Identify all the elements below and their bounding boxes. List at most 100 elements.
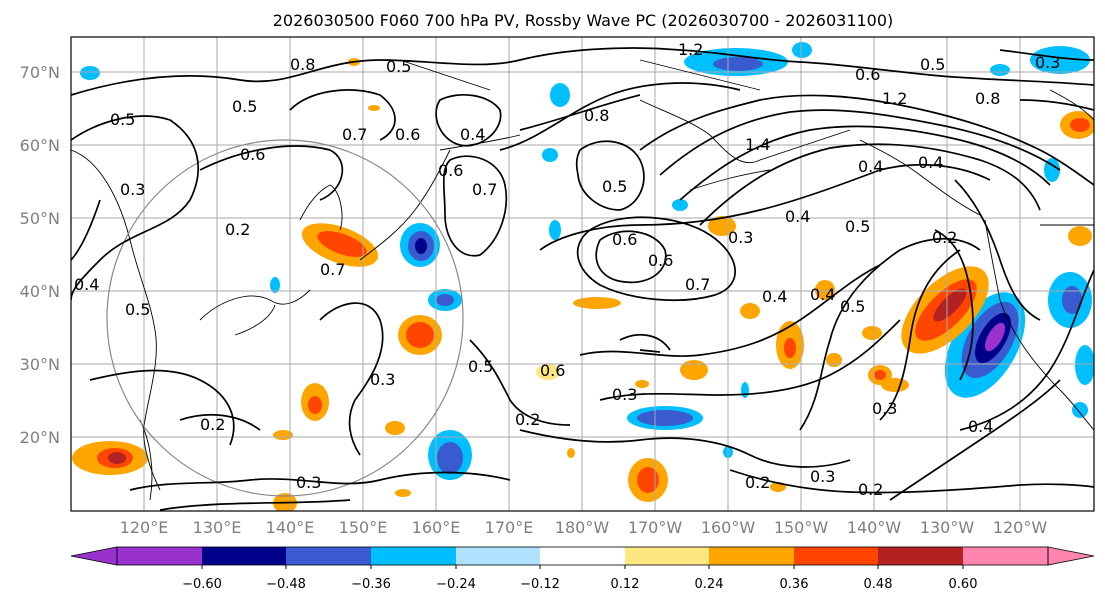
reference-circle bbox=[106, 139, 464, 497]
lat-label: 50°N bbox=[20, 209, 60, 228]
colorbar-tick-label: 0.12 bbox=[611, 577, 640, 592]
contour-label: 1.4 bbox=[745, 135, 770, 154]
contour-label: 0.3 bbox=[296, 473, 321, 492]
lon-label: 160°E bbox=[412, 518, 461, 537]
lon-label: 120°W bbox=[993, 518, 1048, 537]
map-frame bbox=[70, 36, 1095, 512]
contour-label: 0.4 bbox=[858, 157, 883, 176]
positive-anomaly-patch bbox=[784, 338, 796, 358]
contour-label: 0.7 bbox=[342, 125, 367, 144]
positive-anomaly-patch bbox=[406, 322, 434, 348]
contour-label: 0.6 bbox=[438, 161, 463, 180]
lon-label: 170°E bbox=[485, 518, 534, 537]
colorbar-frame bbox=[116, 546, 1049, 566]
anomaly-shading bbox=[72, 42, 1094, 511]
positive-anomaly-patch bbox=[308, 396, 322, 414]
lon-label: 170°W bbox=[628, 518, 683, 537]
contour-label: 0.6 bbox=[395, 125, 420, 144]
colorbar-tick-label: 0.24 bbox=[695, 577, 724, 592]
contour-label: 0.5 bbox=[110, 110, 135, 129]
positive-anomaly-patch bbox=[815, 280, 835, 300]
contour-label: 0.6 bbox=[648, 251, 673, 270]
contour-label: 0.8 bbox=[584, 106, 609, 125]
latitude-labels: 70°N 60°N 50°N 40°N 30°N 20°N bbox=[20, 63, 60, 447]
lat-label: 20°N bbox=[20, 428, 60, 447]
contour-label: 0.2 bbox=[932, 228, 957, 247]
colorbar-tick-label: −0.36 bbox=[351, 577, 391, 592]
contour-label: 1.2 bbox=[678, 40, 703, 59]
colorbar-bin bbox=[371, 547, 456, 565]
negative-anomaly-patch bbox=[1044, 158, 1060, 182]
colorbar-extend-low bbox=[70, 546, 118, 566]
pv-contours bbox=[71, 47, 1094, 511]
lon-label: 150°W bbox=[774, 518, 829, 537]
colorbar-bin bbox=[540, 547, 625, 565]
colorbar-bin bbox=[709, 547, 794, 565]
lat-label: 30°N bbox=[20, 355, 60, 374]
colorbar-bin bbox=[963, 547, 1048, 565]
contour-label: 0.5 bbox=[125, 300, 150, 319]
contour-label: 0.2 bbox=[225, 220, 250, 239]
contour-label: 0.4 bbox=[918, 153, 943, 172]
contour-label: 0.3 bbox=[120, 180, 145, 199]
contour-labels: 1.2 0.8 0.5 0.6 0.8 1.2 0.5 0.5 0.4 0.8 … bbox=[74, 40, 1060, 499]
colorbar-bin bbox=[456, 547, 540, 565]
contour-label: 0.2 bbox=[515, 410, 540, 429]
lon-label: 180°W bbox=[555, 518, 610, 537]
negative-anomaly-patch bbox=[713, 57, 763, 71]
contour-label: 0.3 bbox=[1035, 53, 1060, 72]
graticule bbox=[71, 37, 1094, 511]
negative-anomaly-patch bbox=[542, 148, 558, 162]
colorbar-bin bbox=[878, 547, 963, 565]
positive-anomaly-patch bbox=[368, 105, 380, 111]
colorbar-tick-label: −0.48 bbox=[266, 577, 306, 592]
negative-anomaly-patch bbox=[741, 382, 749, 398]
positive-anomaly-patch bbox=[1068, 226, 1092, 246]
contour-label: 0.4 bbox=[460, 125, 485, 144]
positive-anomaly-patch bbox=[933, 288, 967, 322]
longitude-labels: 120°E 130°E 140°E 150°E 160°E 170°E 180°… bbox=[120, 518, 1048, 537]
colorbar-tick-label: 0.60 bbox=[949, 577, 978, 592]
contour-label: 0.3 bbox=[872, 399, 897, 418]
negative-anomaly-patch bbox=[637, 410, 693, 426]
lon-label: 130°W bbox=[920, 518, 975, 537]
colorbar-tick-label: −0.12 bbox=[520, 577, 560, 592]
colorbar-bin bbox=[625, 547, 709, 565]
colorbar-bin bbox=[202, 547, 286, 565]
positive-anomaly-patch bbox=[108, 452, 126, 464]
contour-label: 0.4 bbox=[785, 207, 810, 226]
lat-label: 70°N bbox=[20, 63, 60, 82]
contour-label: 0.3 bbox=[370, 370, 395, 389]
positive-anomaly-patch bbox=[635, 380, 649, 388]
positive-anomaly-patch bbox=[567, 448, 575, 458]
contour-label: 0.2 bbox=[200, 415, 225, 434]
contour-label: 0.4 bbox=[762, 287, 787, 306]
contour-label: 0.3 bbox=[612, 385, 637, 404]
negative-anomaly-patch bbox=[1075, 345, 1094, 385]
positive-anomaly-patch bbox=[573, 297, 621, 309]
colorbar-extend-high bbox=[1047, 546, 1095, 566]
colorbar-tick-label: 0.48 bbox=[864, 577, 893, 592]
contour-label: 0.2 bbox=[858, 480, 883, 499]
negative-anomaly-patch bbox=[672, 199, 688, 211]
contour-label: 0.8 bbox=[290, 55, 315, 74]
negative-anomaly-patch bbox=[270, 277, 280, 293]
contour-label: 0.6 bbox=[855, 65, 880, 84]
contour-label: 0.6 bbox=[612, 230, 637, 249]
negative-anomaly-patch bbox=[549, 220, 561, 240]
contour-label: 0.7 bbox=[320, 260, 345, 279]
colorbar-tick-label: 0.36 bbox=[780, 577, 809, 592]
colorbar-bin bbox=[117, 547, 202, 565]
colorbar: −0.60 −0.48 −0.36 −0.24 −0.12 0.12 0.24 … bbox=[70, 546, 1095, 592]
positive-anomaly-patch bbox=[536, 364, 560, 380]
contour-label: 0.8 bbox=[975, 89, 1000, 108]
negative-anomaly-patch bbox=[990, 64, 1010, 76]
contour-label: 0.7 bbox=[685, 275, 710, 294]
positive-anomaly-patch bbox=[862, 326, 882, 340]
negative-anomaly-patch bbox=[80, 66, 100, 80]
colorbar-bin bbox=[286, 547, 371, 565]
contour-label: 0.5 bbox=[602, 177, 627, 196]
contour-label: 0.3 bbox=[810, 467, 835, 486]
contour-label: 0.6 bbox=[540, 361, 565, 380]
negative-anomaly-patch bbox=[792, 42, 812, 58]
